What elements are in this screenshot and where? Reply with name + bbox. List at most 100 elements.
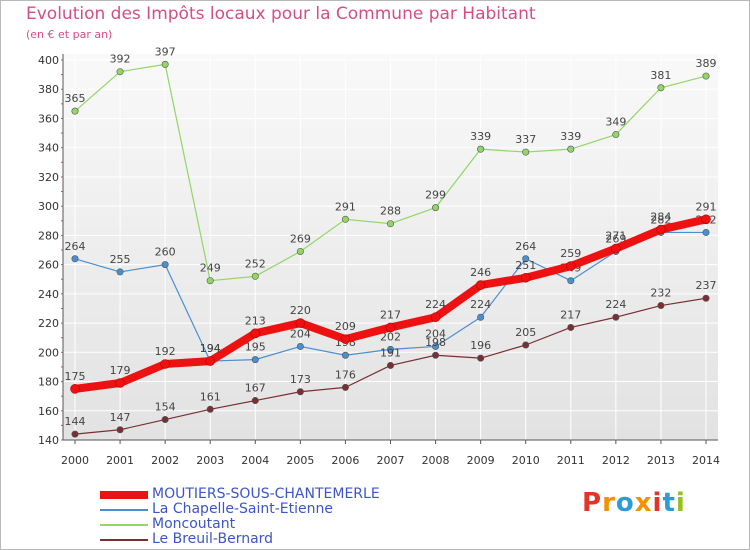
data-label: 282 [650, 213, 671, 226]
data-label: 194 [200, 342, 221, 355]
data-point [386, 361, 394, 369]
data-label: 299 [425, 189, 446, 202]
legend-swatch [100, 491, 148, 499]
data-point [71, 255, 79, 263]
data-label: 232 [650, 287, 671, 300]
data-label: 251 [515, 259, 536, 272]
proxiti-logo: Proxiti [582, 488, 686, 518]
data-label: 339 [560, 130, 581, 143]
data-label: 339 [470, 130, 491, 143]
data-point [567, 323, 575, 331]
y-tick-label: 280 [38, 229, 59, 242]
x-tick-label: 2005 [286, 454, 314, 467]
data-label: 204 [290, 327, 311, 340]
data-label: 192 [155, 345, 176, 358]
legend-swatch [100, 509, 148, 511]
legend-label: MOUTIERS-SOUS-CHANTEMERLE [152, 486, 380, 502]
data-point [71, 430, 79, 438]
data-point [430, 312, 441, 323]
logo-letter: t [662, 488, 676, 518]
data-label: 291 [696, 200, 717, 213]
data-point [295, 318, 306, 328]
series-moncoutant: 365 392 397 249 252 269 291 288 299 339 337 339 349 3… [65, 45, 717, 285]
data-point [432, 204, 440, 212]
data-point [341, 383, 349, 391]
y-tick-label: 340 [38, 142, 59, 155]
y-tick-label: 400 [38, 54, 59, 67]
data-point [567, 277, 575, 285]
data-point [477, 354, 485, 362]
data-label: 167 [245, 382, 266, 395]
y-tick-label: 160 [38, 405, 59, 418]
data-label: 255 [110, 253, 131, 266]
x-tick-label: 2012 [602, 454, 630, 467]
series-le-breuil-bernard: 144 147 154 161 167 173 176 191 198 196 205 217 224 2… [65, 279, 717, 438]
data-point [702, 228, 710, 236]
data-point [250, 328, 261, 339]
x-tick-label: 2008 [422, 454, 450, 467]
data-label: 337 [515, 133, 536, 146]
legend-swatch [100, 539, 148, 541]
data-label: 259 [560, 247, 581, 260]
data-label: 213 [245, 314, 266, 327]
data-label: 194 [200, 342, 221, 355]
data-label: 154 [155, 401, 176, 414]
logo-letter: i [652, 488, 663, 518]
data-label: 161 [200, 390, 221, 403]
data-label: 144 [65, 415, 86, 428]
data-label: 198 [425, 336, 446, 349]
data-point [522, 341, 530, 349]
y-tick-label: 320 [38, 171, 59, 184]
y-tick-label: 140 [38, 434, 59, 447]
data-label: 288 [380, 205, 401, 218]
data-label: 176 [335, 368, 356, 381]
data-label: 220 [290, 304, 311, 317]
x-tick-label: 2002 [151, 454, 179, 467]
data-point [161, 416, 169, 424]
data-label: 179 [110, 364, 131, 377]
data-point [656, 224, 666, 235]
data-point [612, 313, 620, 321]
logo-letter: r [602, 488, 616, 518]
data-point [520, 272, 531, 283]
y-tick-label: 380 [38, 83, 59, 96]
data-point [702, 72, 710, 80]
legend-label: Moncoutant [152, 516, 236, 532]
data-point [296, 342, 304, 350]
data-label: 217 [560, 308, 581, 321]
data-point [116, 68, 124, 76]
data-label: 147 [110, 411, 131, 424]
data-point [477, 313, 485, 321]
series-moutiers-sous-chantemerle: 175 179 192 194 213 220 209 217 224 246 251 259 271 2… [65, 200, 717, 394]
x-tick-label: 2007 [377, 454, 405, 467]
data-point [702, 294, 710, 302]
data-point [565, 261, 576, 271]
data-label: 381 [650, 69, 671, 82]
data-point [477, 145, 485, 153]
data-label: 224 [470, 298, 491, 311]
x-tick-label: 2014 [692, 454, 720, 467]
data-point [701, 214, 711, 225]
data-label: 252 [245, 257, 266, 270]
data-label: 175 [65, 370, 86, 383]
data-label: 291 [335, 200, 356, 213]
data-label: 224 [425, 298, 446, 311]
data-label: 249 [200, 262, 221, 275]
data-point [296, 388, 304, 396]
data-label: 260 [155, 246, 176, 259]
data-point [657, 302, 665, 310]
data-point [251, 272, 259, 280]
data-label: 204 [425, 327, 446, 340]
data-point [206, 277, 214, 285]
data-point [251, 356, 259, 364]
data-point [340, 334, 351, 344]
data-point [206, 405, 214, 413]
y-tick-label: 200 [38, 346, 59, 359]
data-label: 365 [65, 92, 86, 105]
data-point [522, 148, 530, 156]
x-tick-label: 2010 [512, 454, 540, 467]
data-point [386, 345, 394, 353]
data-label: 173 [290, 373, 311, 386]
logo-letter: P [582, 488, 603, 518]
data-point [115, 378, 125, 388]
